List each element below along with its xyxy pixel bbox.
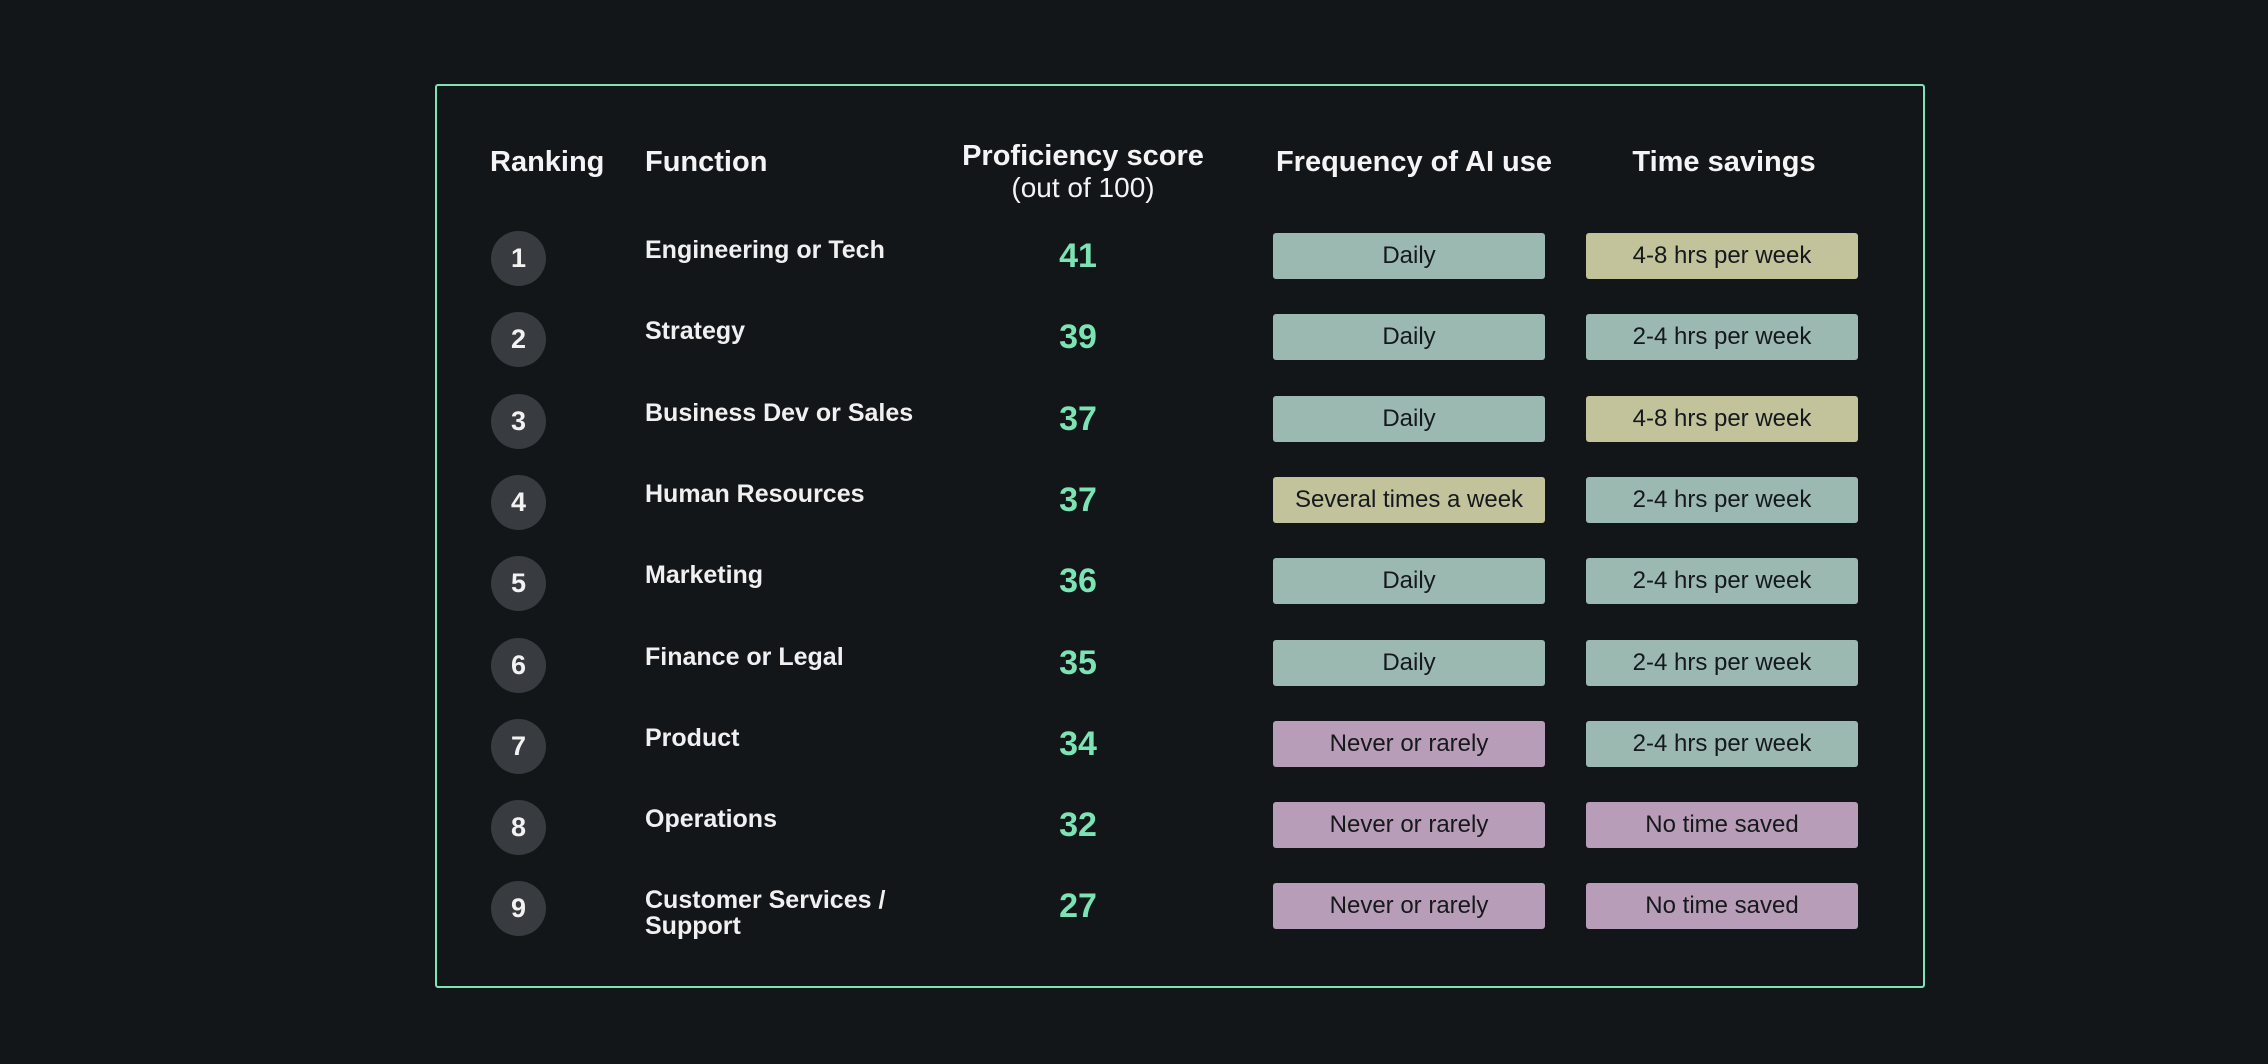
frequency-pill: Several times a week [1273, 476, 1545, 523]
frequency-pill: Daily [1273, 314, 1545, 361]
frequency-pill: Never or rarely [1273, 883, 1545, 930]
function-label: Engineering or Tech [645, 236, 885, 264]
frequency-pill: Daily [1273, 233, 1545, 279]
proficiency-score: 36 [1059, 562, 1097, 601]
function-label: Business Dev or Sales [645, 398, 914, 427]
time-savings-pill: 4-8 hrs per week [1586, 233, 1858, 279]
table-frame [435, 84, 1925, 988]
rank-badge: 9 [491, 881, 546, 937]
frequency-pill: Never or rarely [1273, 802, 1545, 849]
time-savings-pill: 2-4 hrs per week [1586, 639, 1858, 686]
rank-badge: 4 [491, 474, 546, 530]
proficiency-score: 27 [1059, 887, 1097, 926]
header-proficiency-sub: (out of 100) [1011, 172, 1155, 203]
rank-badge: 8 [491, 800, 546, 856]
header-frequency: Frequency of AI use [1275, 146, 1553, 178]
proficiency-score: 34 [1059, 724, 1097, 763]
header-time-savings: Time savings [1632, 146, 1816, 178]
header-ranking: Ranking [490, 146, 605, 178]
function-label: Finance or Legal [645, 642, 844, 671]
header-proficiency-title: Proficiency score [962, 140, 1204, 172]
rank-badge: 5 [491, 556, 546, 612]
rank-badge: 7 [491, 718, 546, 774]
proficiency-score: 41 [1059, 237, 1097, 275]
rank-badge: 6 [491, 637, 546, 693]
proficiency-score: 35 [1059, 643, 1097, 682]
time-savings-pill: No time saved [1586, 802, 1858, 849]
proficiency-score: 37 [1059, 480, 1097, 519]
time-savings-pill: 2-4 hrs per week [1586, 314, 1858, 361]
proficiency-score: 32 [1059, 806, 1097, 845]
time-savings-pill: 2-4 hrs per week [1586, 476, 1858, 523]
frequency-pill: Daily [1273, 395, 1545, 442]
header-function: Function [645, 146, 768, 178]
function-label: Human Resources [645, 479, 865, 508]
time-savings-pill: 2-4 hrs per week [1586, 558, 1858, 605]
function-label: Strategy [645, 317, 746, 346]
function-label: Customer Services / Support [645, 886, 886, 941]
rank-badge: 3 [491, 393, 546, 449]
function-label: Operations [645, 805, 777, 834]
proficiency-score: 39 [1059, 318, 1097, 357]
rank-badge: 1 [491, 231, 546, 286]
header-proficiency: Proficiency score (out of 100) [933, 140, 1233, 204]
frequency-pill: Never or rarely [1273, 720, 1545, 767]
time-savings-pill: No time saved [1586, 883, 1858, 930]
function-label: Product [645, 723, 740, 752]
time-savings-pill: 4-8 hrs per week [1586, 395, 1858, 442]
function-label: Marketing [645, 561, 764, 590]
rank-badge: 2 [491, 312, 546, 368]
frequency-pill: Daily [1273, 639, 1545, 686]
time-savings-pill: 2-4 hrs per week [1586, 720, 1858, 767]
proficiency-score: 37 [1059, 399, 1097, 438]
frequency-pill: Daily [1273, 558, 1545, 605]
